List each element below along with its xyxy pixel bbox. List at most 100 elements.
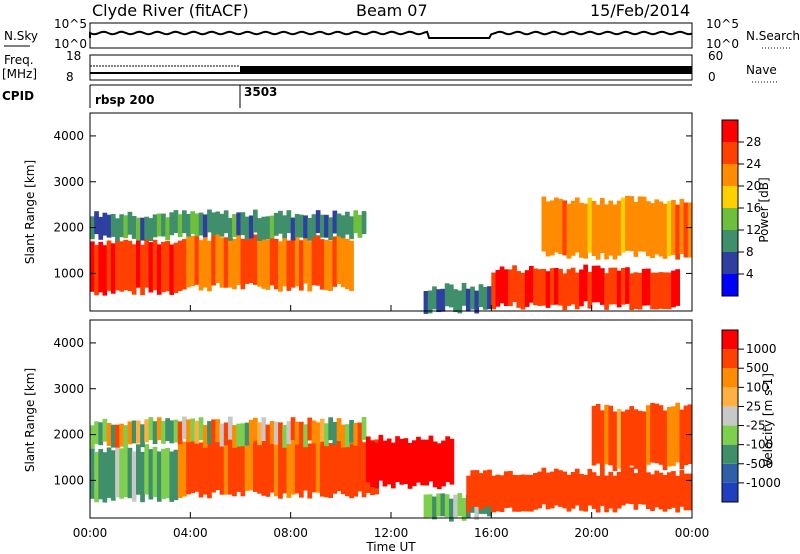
velocity-cell — [361, 417, 367, 440]
power-cell — [257, 218, 262, 241]
velocity-colorbar-swatch — [722, 368, 738, 388]
velocity-cell — [633, 473, 639, 510]
velocity-cell — [437, 443, 442, 490]
velocity-cell — [110, 450, 116, 501]
velocity-cell — [641, 411, 647, 471]
power-cell — [110, 214, 116, 237]
velocity-cell — [190, 438, 195, 494]
power-cell — [261, 216, 267, 240]
velocity-cell — [265, 441, 271, 497]
velocity-cell — [457, 493, 463, 516]
nsearch-tick-low: 10^0 — [706, 37, 739, 51]
power-cell — [427, 290, 433, 314]
velocity-cell — [474, 497, 480, 521]
power-cell — [177, 240, 183, 291]
power-cell — [278, 241, 283, 292]
power-cell — [361, 211, 367, 234]
velocity-cell — [140, 451, 145, 503]
power-cell — [474, 290, 480, 314]
velocity-cell — [261, 440, 267, 496]
power-cell — [177, 214, 183, 238]
power-cell — [286, 210, 292, 234]
power-cell — [165, 217, 170, 241]
power-cell — [136, 217, 141, 241]
velocity-cell — [115, 424, 120, 448]
velocity-cell — [340, 439, 346, 495]
freq-trace-late — [240, 66, 692, 74]
velocity-colorbar-tick: -1000 — [746, 476, 781, 490]
power-cell — [290, 237, 296, 288]
velocity-cell — [574, 468, 580, 506]
velocity-cell — [144, 444, 149, 495]
velocity-cell — [169, 451, 175, 502]
power-cell — [579, 202, 584, 258]
power-cell — [625, 267, 630, 304]
power-cell — [211, 235, 216, 286]
power-cell — [520, 272, 526, 310]
power-cell — [658, 201, 664, 257]
power-cell — [625, 195, 630, 251]
time-tick-label: 20:00 — [574, 526, 609, 540]
cpid-segment-1: rbsp 200 — [95, 93, 154, 107]
power-cell — [265, 216, 271, 240]
velocity-cell — [148, 417, 154, 440]
velocity-cell — [671, 406, 676, 466]
velocity-cell — [232, 425, 237, 448]
velocity-cell — [228, 439, 233, 495]
velocity-cell — [282, 424, 287, 448]
velocity-cell — [382, 440, 388, 487]
velocity-cell — [340, 424, 346, 448]
power-cell — [123, 239, 129, 291]
velocity-cell — [257, 422, 262, 446]
velocity-cell — [273, 441, 279, 497]
power-cell — [646, 201, 651, 257]
velocity-cell — [127, 447, 133, 499]
velocity-cell — [165, 447, 170, 499]
velocity-colorbar-label: Velocity [m s-1] — [761, 373, 775, 467]
velocity-cell — [499, 475, 505, 512]
power-cell — [465, 288, 471, 312]
power-cell — [110, 243, 116, 294]
power-cell — [671, 199, 676, 255]
velocity-cell — [478, 473, 484, 510]
power-cell — [687, 202, 693, 258]
velocity-cell — [432, 496, 437, 520]
power-cell — [311, 214, 317, 238]
velocity-cell — [428, 435, 434, 482]
velocity-colorbar-tick: 1000 — [746, 342, 777, 356]
freq-tick-low: 8 — [66, 70, 74, 84]
power-cell — [616, 200, 622, 256]
power-cell — [495, 270, 501, 307]
power-cell — [357, 214, 363, 238]
power-cell — [641, 268, 647, 306]
freq-strip: Freq. [MHz] 18 8 60 0 Nave — [2, 49, 778, 84]
velocity-cell — [600, 410, 605, 470]
velocity-cell — [299, 442, 304, 498]
velocity-cell — [156, 417, 162, 441]
velocity-cell — [110, 424, 116, 448]
velocity-cell — [629, 467, 634, 504]
power-cell — [328, 217, 333, 241]
power-cell — [353, 210, 359, 234]
velocity-cell — [324, 442, 329, 498]
velocity-cell — [307, 417, 313, 441]
velocity-cell — [587, 468, 593, 506]
velocity-cell — [440, 493, 446, 517]
velocity-cell — [683, 473, 689, 511]
power-cell — [646, 268, 651, 306]
velocity-cell — [282, 438, 287, 494]
velocity-cell — [311, 437, 317, 493]
power-colorbar-tick: 20 — [746, 179, 761, 193]
velocity-colorbar-swatch — [722, 387, 738, 407]
velocity-cell — [608, 405, 614, 466]
power-cell — [253, 234, 258, 285]
velocity-cell — [123, 446, 129, 498]
power-cell — [608, 200, 614, 256]
power-cell — [98, 241, 104, 293]
velocity-cell — [495, 474, 501, 512]
velocity-ytick-label: 3000 — [53, 382, 84, 396]
nsky-strip: N.Sky 10^5 10^0 10^5 10^0 N.Search — [4, 17, 800, 51]
time-axis-label: Time UT — [365, 540, 416, 554]
velocity-cell — [625, 467, 630, 504]
power-cell — [294, 235, 300, 287]
